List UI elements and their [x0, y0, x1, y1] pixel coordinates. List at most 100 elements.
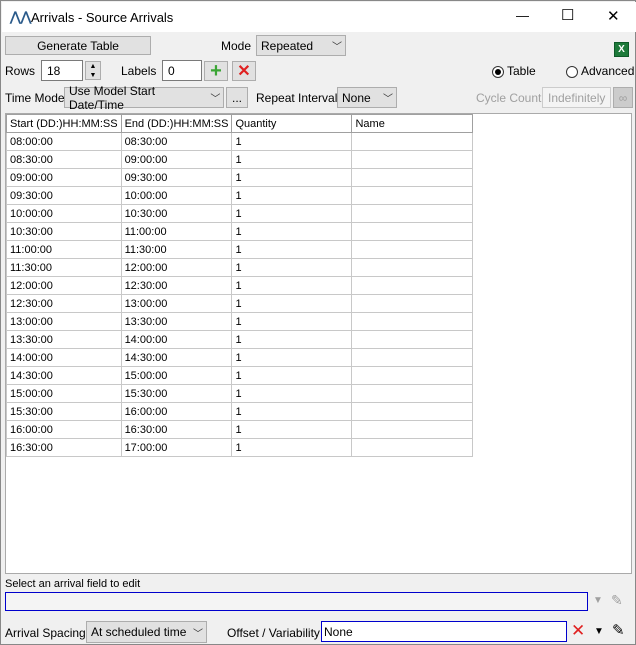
radio-advanced[interactable]: Advanced [566, 64, 634, 78]
table-cell[interactable]: 09:00:00 [120, 150, 233, 169]
excel-export-icon[interactable]: X [614, 42, 629, 57]
generate-table-button[interactable]: Generate Table [5, 36, 151, 55]
remove-label-button[interactable]: ✕ [232, 61, 256, 81]
table-cell[interactable]: 14:00:00 [6, 348, 122, 367]
table-cell[interactable] [351, 294, 474, 313]
table-cell[interactable]: 1 [231, 276, 353, 295]
table-cell[interactable]: 11:30:00 [120, 240, 233, 259]
table-cell[interactable]: 12:00:00 [6, 276, 122, 295]
table-cell[interactable]: 10:00:00 [6, 204, 122, 223]
time-mode-more-button[interactable]: ... [226, 87, 248, 108]
table-cell[interactable]: 16:00:00 [120, 402, 233, 421]
table-cell[interactable]: 10:00:00 [120, 186, 233, 205]
table-cell[interactable] [351, 222, 474, 241]
table-cell[interactable]: 14:30:00 [6, 366, 122, 385]
table-cell[interactable] [351, 258, 474, 277]
table-cell[interactable]: 1 [231, 438, 353, 457]
mode-select[interactable]: Repeated ﹀ [256, 35, 346, 56]
table-cell[interactable]: 1 [231, 150, 353, 169]
maximize-button[interactable]: ☐ [561, 7, 575, 24]
labels-input[interactable]: 0 [162, 60, 202, 81]
table-cell[interactable]: 1 [231, 294, 353, 313]
rows-spinner[interactable]: ▲ ▼ [85, 61, 101, 80]
table-cell[interactable]: 1 [231, 420, 353, 439]
arrival-spacing-select[interactable]: At scheduled time ﹀ [86, 621, 207, 643]
table-cell[interactable]: 08:00:00 [6, 132, 122, 151]
table-cell[interactable] [351, 366, 474, 385]
table-cell[interactable] [351, 348, 474, 367]
table-cell[interactable]: 13:00:00 [6, 312, 122, 331]
table-cell[interactable] [351, 276, 474, 295]
table-cell[interactable] [351, 204, 474, 223]
table-cell[interactable]: 1 [231, 330, 353, 349]
repeat-interval-select[interactable]: None ﹀ [337, 87, 397, 108]
table-cell[interactable]: 14:30:00 [120, 348, 233, 367]
table-cell[interactable]: 08:30:00 [120, 132, 233, 151]
table-cell[interactable]: 1 [231, 240, 353, 259]
arrival-field-editor[interactable] [5, 592, 588, 611]
eyedropper-icon[interactable]: ✎ [612, 622, 625, 639]
table-cell[interactable]: 12:30:00 [6, 294, 122, 313]
table-cell[interactable]: 13:30:00 [6, 330, 122, 349]
table-cell[interactable]: 15:00:00 [120, 366, 233, 385]
table-cell[interactable]: 09:30:00 [120, 168, 233, 187]
table-cell[interactable] [351, 330, 474, 349]
offset-input[interactable]: None [321, 621, 567, 642]
table-cell[interactable] [351, 168, 474, 187]
column-header[interactable]: Name [351, 114, 474, 133]
table-cell[interactable] [351, 402, 474, 421]
time-mode-select[interactable]: Use Model Start Date/Time ﹀ [64, 84, 224, 112]
column-header[interactable]: End (DD:)HH:MM:SS [120, 114, 233, 133]
table-cell[interactable] [351, 240, 474, 259]
close-button[interactable]: ✕ [607, 8, 620, 25]
column-header[interactable]: Quantity [231, 114, 353, 133]
table-cell[interactable]: 10:30:00 [120, 204, 233, 223]
table-cell[interactable]: 10:30:00 [6, 222, 122, 241]
table-cell[interactable]: 1 [231, 204, 353, 223]
table-cell[interactable]: 1 [231, 384, 353, 403]
table-cell[interactable]: 11:30:00 [6, 258, 122, 277]
table-cell[interactable]: 1 [231, 186, 353, 205]
table-cell[interactable]: 1 [231, 366, 353, 385]
table-cell[interactable]: 1 [231, 348, 353, 367]
table-cell[interactable]: 12:00:00 [120, 258, 233, 277]
table-cell[interactable]: 13:30:00 [120, 312, 233, 331]
table-cell[interactable]: 1 [231, 222, 353, 241]
table-cell[interactable]: 16:00:00 [6, 420, 122, 439]
table-cell[interactable]: 15:00:00 [6, 384, 122, 403]
table-cell[interactable]: 15:30:00 [6, 402, 122, 421]
table-cell[interactable] [351, 384, 474, 403]
table-cell[interactable] [351, 312, 474, 331]
table-cell[interactable]: 15:30:00 [120, 384, 233, 403]
table-cell[interactable]: 14:00:00 [120, 330, 233, 349]
add-label-button[interactable]: + [204, 61, 228, 81]
table-cell[interactable]: 16:30:00 [120, 420, 233, 439]
table-cell[interactable]: 09:00:00 [6, 168, 122, 187]
dropdown-arrow-icon[interactable]: ▼ [594, 626, 604, 637]
table-cell[interactable] [351, 150, 474, 169]
table-cell[interactable]: 16:30:00 [6, 438, 122, 457]
table-cell[interactable]: 11:00:00 [120, 222, 233, 241]
table-cell[interactable]: 17:00:00 [120, 438, 233, 457]
table-cell[interactable] [351, 420, 474, 439]
table-cell[interactable]: 1 [231, 168, 353, 187]
cycle-count-input[interactable]: Indefinitely [542, 87, 611, 108]
table-cell[interactable]: 1 [231, 258, 353, 277]
table-cell[interactable]: 09:30:00 [6, 186, 122, 205]
column-header[interactable]: Start (DD:)HH:MM:SS [6, 114, 122, 133]
table-cell[interactable] [351, 186, 474, 205]
table-cell[interactable]: 08:30:00 [6, 150, 122, 169]
table-cell[interactable] [351, 132, 474, 151]
radio-table[interactable]: Table [492, 64, 536, 78]
minimize-button[interactable]: — [516, 8, 529, 23]
table-cell[interactable]: 11:00:00 [6, 240, 122, 259]
table-cell[interactable]: 1 [231, 402, 353, 421]
table-cell[interactable]: 12:30:00 [120, 276, 233, 295]
table-cell[interactable]: 13:00:00 [120, 294, 233, 313]
table-cell[interactable]: 1 [231, 132, 353, 151]
table-cell[interactable] [351, 438, 474, 457]
rows-input[interactable]: 18 [41, 60, 83, 81]
table-cell[interactable]: 1 [231, 312, 353, 331]
clear-offset-icon[interactable]: ✕ [571, 621, 586, 640]
infinity-button[interactable]: ∞ [613, 87, 633, 108]
